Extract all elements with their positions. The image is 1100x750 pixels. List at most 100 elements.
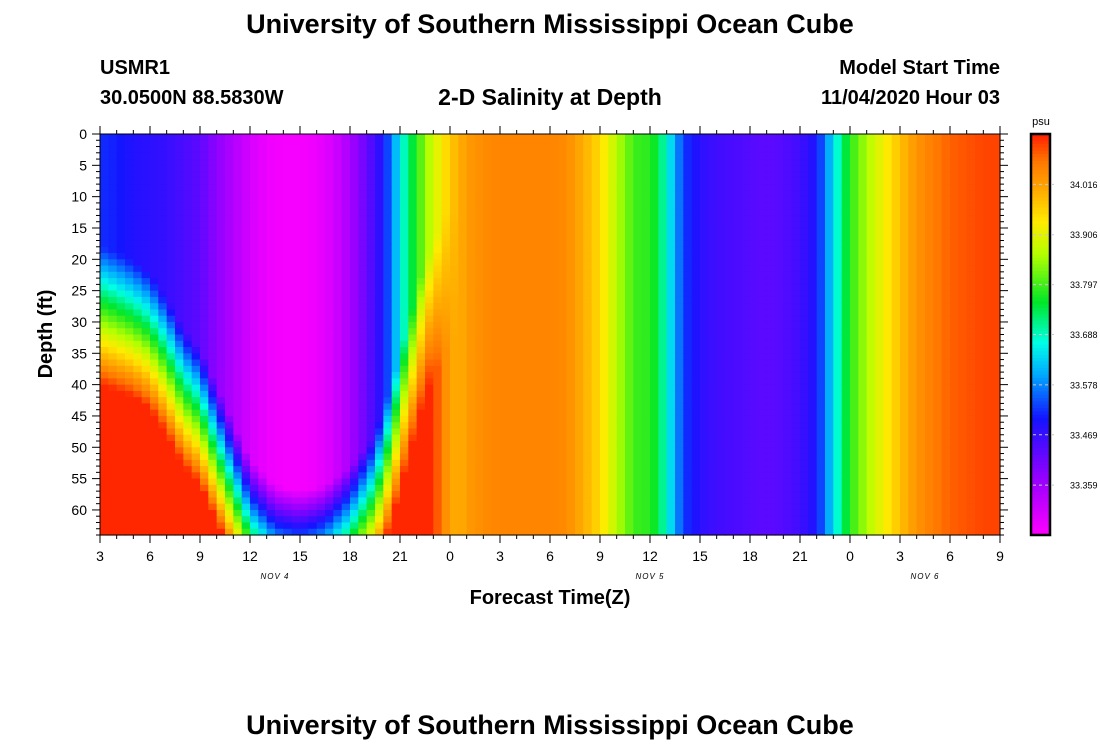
heatmap-cell (250, 221, 259, 229)
heatmap-cell (541, 278, 551, 285)
heatmap-cell (100, 259, 109, 267)
heatmap-cell (425, 397, 434, 405)
heatmap-cell (283, 309, 293, 317)
heatmap-cell (650, 409, 659, 417)
heatmap-cell (616, 321, 626, 329)
heatmap-cell (391, 447, 401, 455)
heatmap-cell (725, 390, 734, 398)
heatmap-cell (266, 146, 276, 154)
heatmap-cell (350, 240, 359, 248)
heatmap-cell (141, 397, 151, 405)
heatmap-cell (700, 353, 709, 361)
heatmap-cell (366, 353, 376, 361)
heatmap-cell (325, 259, 334, 267)
heatmap-cell (316, 441, 326, 448)
heatmap-cell (241, 284, 251, 292)
heatmap-cell (583, 309, 593, 317)
heatmap-cell (183, 159, 193, 166)
heatmap-cell (258, 516, 268, 524)
heatmap-cell (616, 459, 626, 467)
heatmap-cell (116, 453, 126, 461)
heatmap-cell (475, 140, 484, 148)
heatmap-cell (266, 296, 276, 304)
heatmap-cell (308, 259, 318, 267)
heatmap-cell (491, 296, 501, 304)
heatmap-cell (266, 177, 276, 185)
heatmap-cell (391, 271, 401, 279)
heatmap-cell (291, 303, 301, 311)
heatmap-cell (658, 227, 668, 235)
heatmap-cell (475, 202, 484, 210)
heatmap-cell (450, 196, 459, 204)
heatmap-cell (541, 466, 551, 473)
heatmap-cell (408, 221, 418, 229)
heatmap-cell (458, 328, 468, 336)
heatmap-cell (358, 290, 368, 298)
heatmap-cell (375, 265, 384, 273)
heatmap-cell (716, 528, 726, 536)
heatmap-cell (175, 334, 184, 342)
heatmap-cell (583, 202, 593, 210)
heatmap-cell (500, 134, 509, 141)
heatmap-cell (233, 234, 243, 242)
heatmap-cell (158, 221, 168, 229)
heatmap-cell (575, 184, 584, 191)
heatmap-cell (216, 309, 226, 317)
heatmap-cell (400, 221, 409, 229)
heatmap-cell (391, 434, 401, 442)
heatmap-cell (558, 140, 568, 148)
heatmap-cell (341, 146, 351, 154)
heatmap-cell (108, 484, 118, 492)
heatmap-cell (566, 516, 576, 524)
heatmap-cell (141, 321, 151, 329)
heatmap-cell (283, 491, 293, 499)
heatmap-cell (716, 190, 726, 198)
heatmap-cell (666, 146, 676, 154)
heatmap-cell (591, 202, 601, 210)
heatmap-cell (150, 146, 159, 154)
heatmap-cell (133, 497, 143, 505)
heatmap-cell (491, 278, 501, 285)
heatmap-cell (391, 372, 401, 379)
heatmap-cell (483, 296, 493, 304)
heatmap-cell (191, 459, 201, 467)
heatmap-cell (558, 334, 568, 342)
heatmap-cell (491, 447, 501, 455)
heatmap-cell (616, 171, 626, 179)
heatmap-cell (458, 309, 468, 317)
heatmap-cell (175, 265, 184, 273)
heatmap-cell (216, 447, 226, 455)
heatmap-cell (125, 372, 134, 379)
heatmap-cell (616, 334, 626, 342)
heatmap-cell (475, 522, 484, 530)
heatmap-cell (383, 221, 393, 229)
heatmap-cell (375, 196, 384, 204)
heatmap-cell (400, 171, 409, 179)
heatmap-cell (483, 415, 493, 423)
heatmap-cell (458, 453, 468, 461)
heatmap-cell (166, 259, 176, 267)
heatmap-cell (391, 215, 401, 223)
heatmap-cell (391, 359, 401, 367)
heatmap-cell (691, 134, 701, 141)
heatmap-cell (658, 478, 668, 486)
heatmap-cell (425, 196, 434, 204)
heatmap-cell (333, 234, 343, 242)
heatmap-cell (458, 522, 468, 530)
heatmap-cell (350, 284, 359, 292)
heatmap-cell (175, 246, 184, 254)
heatmap-cell (666, 315, 676, 323)
heatmap-cell (550, 359, 559, 367)
heatmap-cell (458, 184, 468, 191)
heatmap-cell (683, 522, 693, 530)
heatmap-cell (516, 184, 526, 191)
heatmap-cell (366, 428, 376, 436)
heatmap-cell (700, 359, 709, 367)
heatmap-cell (450, 290, 459, 298)
heatmap-cell (158, 365, 168, 373)
heatmap-cell (500, 190, 509, 198)
heatmap-cell (683, 503, 693, 511)
heatmap-cell (341, 190, 351, 198)
heatmap-cell (458, 340, 468, 348)
heatmap-cell (625, 152, 634, 160)
